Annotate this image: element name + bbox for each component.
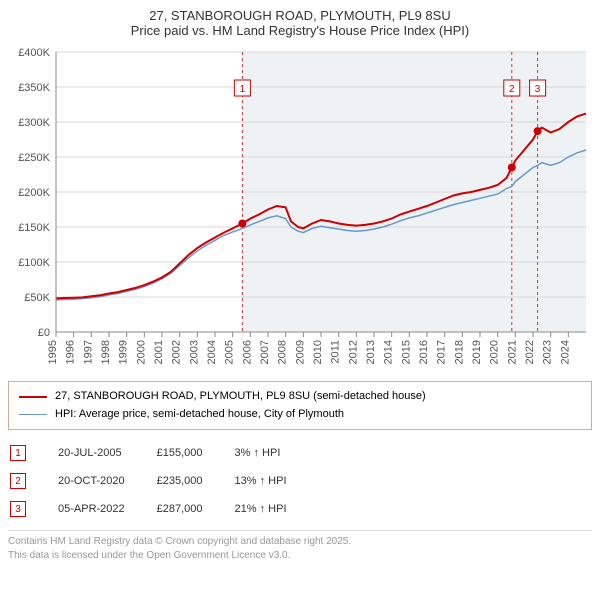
svg-text:2: 2 <box>509 84 515 95</box>
svg-text:1999: 1999 <box>118 340 130 364</box>
sale-price: £287,000 <box>157 496 233 522</box>
svg-text:3: 3 <box>535 84 541 95</box>
legend-swatch-price <box>19 396 47 398</box>
attribution: Contains HM Land Registry data © Crown c… <box>8 530 592 563</box>
legend-label-hpi: HPI: Average price, semi-detached house,… <box>55 406 344 424</box>
title-line2: Price paid vs. HM Land Registry's House … <box>8 23 592 38</box>
svg-text:2002: 2002 <box>171 340 183 364</box>
svg-text:2023: 2023 <box>542 340 554 364</box>
sale-marker-icon: 1 <box>10 445 26 461</box>
svg-text:£100K: £100K <box>18 257 50 269</box>
svg-text:£150K: £150K <box>18 222 50 234</box>
svg-text:2008: 2008 <box>277 340 289 364</box>
sale-marker-icon: 3 <box>10 501 26 517</box>
sale-change: 3% ↑ HPI <box>235 440 317 466</box>
svg-text:2020: 2020 <box>489 340 501 364</box>
svg-text:2011: 2011 <box>330 340 342 364</box>
sale-change: 21% ↑ HPI <box>235 496 317 522</box>
svg-text:2012: 2012 <box>347 340 359 364</box>
svg-text:2013: 2013 <box>365 340 377 364</box>
svg-text:2000: 2000 <box>135 340 147 364</box>
svg-text:2022: 2022 <box>524 340 536 364</box>
svg-text:2015: 2015 <box>400 340 412 364</box>
svg-text:2017: 2017 <box>436 340 448 364</box>
svg-text:2018: 2018 <box>453 340 465 364</box>
svg-text:2010: 2010 <box>312 340 324 364</box>
attribution-line1: Contains HM Land Registry data © Crown c… <box>8 535 592 549</box>
legend-label-price: 27, STANBOROUGH ROAD, PLYMOUTH, PL9 8SU … <box>55 388 426 406</box>
svg-text:£350K: £350K <box>18 82 50 94</box>
svg-text:2004: 2004 <box>206 340 218 364</box>
svg-text:2007: 2007 <box>259 340 271 364</box>
svg-text:2021: 2021 <box>506 340 518 364</box>
chart: £0 £50K £100K £150K £200K £250K £300K £350K £400… <box>8 48 592 373</box>
attribution-line2: This data is licensed under the Open Gov… <box>8 549 592 563</box>
sales-table: 1 20-JUL-2005£155,0003% ↑ HPI 2 20-OCT-2020… <box>8 438 319 524</box>
svg-text:£250K: £250K <box>18 152 50 164</box>
sale-change: 13% ↑ HPI <box>235 468 317 494</box>
svg-text:£400K: £400K <box>18 48 50 59</box>
svg-text:£50K: £50K <box>24 292 50 304</box>
svg-text:2016: 2016 <box>418 340 430 364</box>
sale-price: £155,000 <box>157 440 233 466</box>
svg-text:2024: 2024 <box>559 340 571 364</box>
svg-text:2001: 2001 <box>153 340 165 364</box>
svg-text:£300K: £300K <box>18 117 50 129</box>
svg-text:1997: 1997 <box>82 340 94 364</box>
svg-text:2019: 2019 <box>471 340 483 364</box>
legend-row-price: 27, STANBOROUGH ROAD, PLYMOUTH, PL9 8SU … <box>19 388 581 406</box>
svg-text:£0: £0 <box>38 327 50 339</box>
svg-text:2009: 2009 <box>294 340 306 364</box>
sale-date: 20-OCT-2020 <box>58 468 155 494</box>
table-row: 2 20-OCT-2020£235,00013% ↑ HPI <box>10 468 317 494</box>
svg-text:2006: 2006 <box>241 340 253 364</box>
legend-row-hpi: HPI: Average price, semi-detached house,… <box>19 406 581 424</box>
svg-text:1995: 1995 <box>47 340 59 364</box>
table-row: 1 20-JUL-2005£155,0003% ↑ HPI <box>10 440 317 466</box>
svg-text:2014: 2014 <box>383 340 395 364</box>
sale-price: £235,000 <box>157 468 233 494</box>
legend-box: 27, STANBOROUGH ROAD, PLYMOUTH, PL9 8SU … <box>8 381 592 430</box>
svg-text:1: 1 <box>240 84 246 95</box>
title-line1: 27, STANBOROUGH ROAD, PLYMOUTH, PL9 8SU <box>8 8 592 23</box>
sale-marker-icon: 2 <box>10 473 26 489</box>
table-row: 3 05-APR-2022£287,00021% ↑ HPI <box>10 496 317 522</box>
chart-svg: £0 £50K £100K £150K £200K £250K £300K £350K £400… <box>8 48 592 368</box>
sale-date: 20-JUL-2005 <box>58 440 155 466</box>
svg-text:2003: 2003 <box>188 340 200 364</box>
sale-date: 05-APR-2022 <box>58 496 155 522</box>
svg-text:1998: 1998 <box>100 340 112 364</box>
svg-text:2005: 2005 <box>224 340 236 364</box>
svg-text:1996: 1996 <box>65 340 77 364</box>
svg-text:£200K: £200K <box>18 187 50 199</box>
legend-swatch-hpi <box>19 414 47 416</box>
